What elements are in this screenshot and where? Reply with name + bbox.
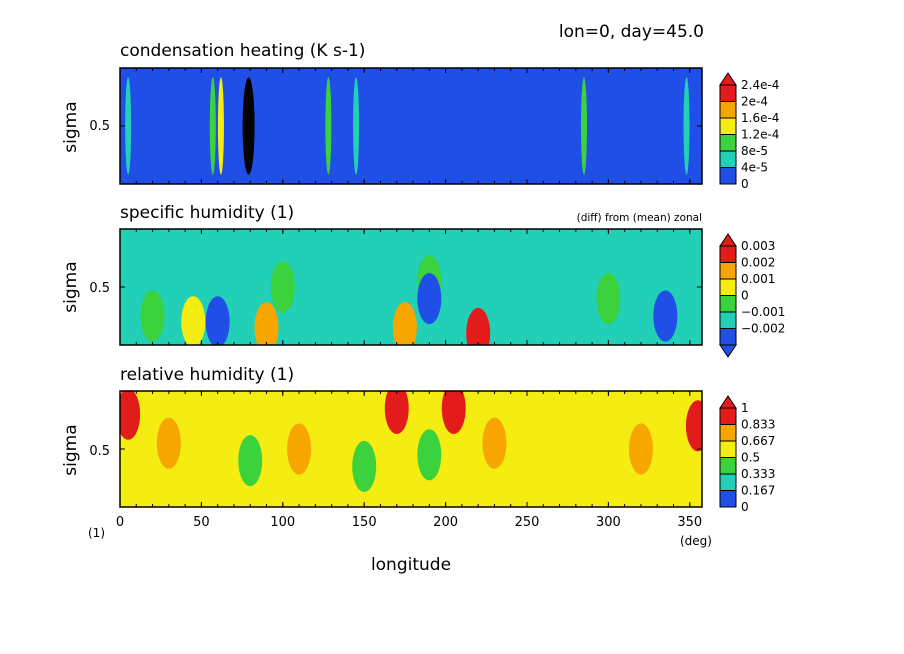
panel-3-legend-label-1: 0 [741,500,749,514]
panel-3-ytick: 0.5 [89,444,110,459]
panel-2-legend-swatch-2 [719,311,737,329]
panel-2-contour-9 [205,296,230,345]
panel-3-legend-label-7: 1 [741,401,749,415]
panel-2-legend-label-3: 0 [741,289,749,303]
panel-3-legend-label-3: 0.333 [741,467,775,481]
panel-2-legend-label-4: 0.001 [741,272,775,286]
panel-1-contour-3 [217,77,224,175]
x-axis-label: longitude [371,555,451,575]
panel-1-title: condensation heating (K s-1) [120,41,365,61]
panel-1-contour-5 [325,77,332,175]
panel-1-contour-2 [209,77,216,175]
panel-1-ytick: 0.5 [89,119,110,134]
panel-3-contour-6 [352,440,377,492]
panel-3-contour-8 [120,391,141,440]
panel-3-contour-7 [417,429,442,481]
panel-3-legend-swatch-6 [719,407,737,425]
panel-3-contour-9 [384,391,409,434]
panel-1-legend-arrow-top [719,72,737,86]
panel-1-contour-1 [125,77,132,175]
panel-2-legend-arrow-bottom [719,344,737,358]
panel-2-legend-arrow-top [719,233,737,247]
panel-3-legend-label-4: 0.5 [741,451,760,465]
panel-2-contour-11 [653,290,678,342]
panel-3-ylabel: sigma [61,424,81,475]
panel-2-legend-swatch-5 [719,262,737,280]
panel-3-legend-swatch-4 [719,440,737,458]
panel-2-contour-1 [140,290,165,342]
panel-2-contour-8 [466,307,491,345]
panel-1-field [120,68,702,184]
panel-1-legend-label-7: 2.4e-4 [741,78,779,92]
panel-1-legend-label-2: 4e-5 [741,161,768,175]
panel-1-legend-swatch-2 [719,150,737,168]
panel-3-contour-1 [156,417,181,469]
panel-3-legend-arrow-top [719,395,737,409]
panel-1-legend-label-3: 8e-5 [741,144,768,158]
panel-1-legend-label-6: 2e-4 [741,95,768,109]
x-tick-label: 150 [352,515,377,530]
panel-2-legend-label-6: 0.003 [741,239,775,253]
panel-3-contour-11 [685,400,702,452]
panel-2-legend-label-5: 0.002 [741,256,775,270]
panel-3-legend-label-6: 0.833 [741,418,775,432]
panel-1-legend-swatch-5 [719,101,737,119]
panel-1-legend-swatch-3 [719,134,737,152]
panel-2-legend-label-1: −0.002 [741,322,785,336]
x-unit: (deg) [680,534,712,548]
panel-2-title: specific humidity (1) [120,203,294,223]
panel-3-legend-label-2: 0.167 [741,484,775,498]
panel-2-ytick: 0.5 [89,281,110,296]
header-info: lon=0, day=45.0 [559,22,704,42]
panel-2-contour-6 [254,302,279,345]
panel-2-contour-5 [181,296,206,345]
panel-3-contour-10 [441,391,466,434]
panel-3-contour-3 [482,417,507,469]
panel-3-contour-5 [238,435,263,487]
panel-2-legend-swatch-3 [719,295,737,313]
panel-1-legend-swatch-6 [719,84,737,102]
panel-3-legend-swatch-3 [719,457,737,475]
panel-1-legend-swatch-4 [719,117,737,135]
panel-2-contour-4 [596,273,621,325]
panel-3-legend-swatch-5 [719,424,737,442]
panel-1-legend-swatch-1 [719,167,737,185]
panel-1-contour-8 [683,77,690,175]
panel-2-legend-label-2: −0.001 [741,305,785,319]
panel-2-ylabel: sigma [61,261,81,312]
panel-3-field [120,391,702,507]
panel-2-contour-2 [270,261,295,313]
panel-3-legend-swatch-2 [719,473,737,491]
panel-3-legend-label-5: 0.667 [741,434,775,448]
panel-3-contour-4 [628,423,653,475]
panel-1-legend-label-1: 0 [741,177,749,191]
panel-1-legend-label-4: 1.2e-4 [741,128,779,142]
x-tick-label: 50 [193,515,210,530]
x-tick-label: 300 [596,515,621,530]
x-tick-label: 250 [515,515,540,530]
panel-1-contour-7 [580,77,587,175]
panel-2-contour-7 [392,302,417,345]
panel-3-title: relative humidity (1) [120,365,294,385]
x-tick-label: 350 [677,515,702,530]
panel-1-ylabel: sigma [61,101,81,152]
x-tick-label: 100 [270,515,295,530]
x-tick-label: 200 [433,515,458,530]
panel-3-contour-2 [287,423,312,475]
panel-2-subtitle: (diff) from (mean) zonal [577,212,702,224]
x-corner-unit: (1) [88,526,105,540]
panel-3-legend-swatch-1 [719,490,737,508]
x-tick-label: 0 [116,515,124,530]
panel-2-legend-swatch-1 [719,328,737,346]
panel-1-legend-label-5: 1.6e-4 [741,111,779,125]
panel-2-legend-swatch-6 [719,245,737,263]
panel-1-contour-4 [242,77,255,175]
panel-2-contour-10 [417,273,442,325]
panel-2-legend-swatch-4 [719,278,737,296]
panel-1-contour-6 [353,77,360,175]
